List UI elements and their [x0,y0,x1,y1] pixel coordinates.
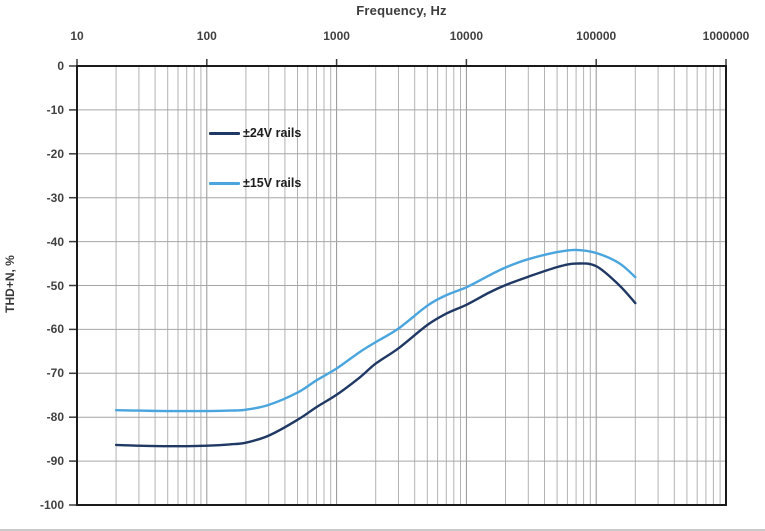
y-tick-label: -90 [46,454,64,469]
y-tick-label: -100 [39,498,64,512]
x-axis-title: Frequency, Hz [356,3,447,18]
y-tick-label: -50 [46,278,64,293]
legend: ±24V rails ±15V rails [209,121,301,221]
x-tick-label: 100 [196,29,217,43]
legend-item: ±24V rails [209,121,301,145]
x-tick-label: 10 [70,29,84,43]
x-tick-label: 1000000 [702,29,750,43]
legend-line-swatch [209,131,240,135]
y-tick-label: -10 [46,102,64,117]
y-tick-label: -20 [46,146,64,161]
plot-border [76,65,727,506]
legend-label: ±15V rails [243,176,302,190]
legend-line-swatch [209,181,240,185]
x-tick-label: 100000 [576,29,617,43]
y-tick-label: -60 [46,322,64,337]
y-tick-label: -70 [46,366,64,381]
y-tick-label: -80 [46,410,64,425]
y-tick-label: -40 [46,234,64,249]
y-tick-label: -30 [46,190,64,205]
legend-item: ±15V rails [209,171,301,195]
x-tick-label: 10000 [449,29,484,43]
legend-label: ±24V rails [243,126,302,140]
series-line-24v [114,262,637,448]
y-tick-label: 0 [57,59,64,73]
x-tick-label: 1000 [323,29,350,43]
series-line-15v [114,248,637,413]
